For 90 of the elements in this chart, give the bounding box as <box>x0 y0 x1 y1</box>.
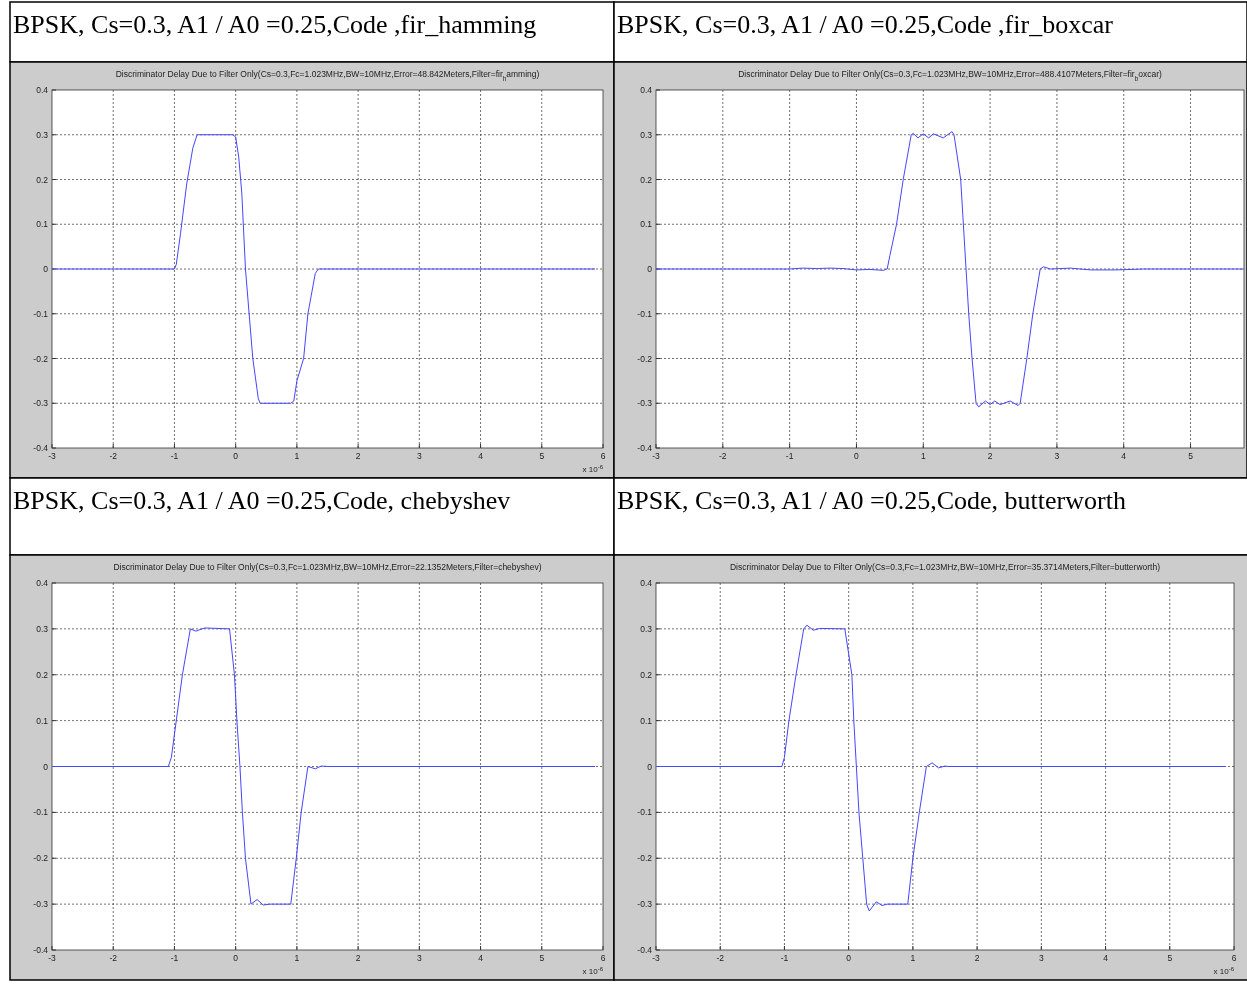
x-tick-label: 1 <box>910 953 916 963</box>
y-tick-label: 0 <box>647 264 653 274</box>
y-tick-label: 0.2 <box>640 669 653 680</box>
y-tick-label: -0.3 <box>637 398 653 409</box>
y-tick-label: 0.1 <box>36 219 49 230</box>
line-series <box>51 134 596 404</box>
y-tick-label: -0.1 <box>33 308 49 319</box>
y-tick-label: 0.2 <box>36 174 49 185</box>
y-tick-label: 0.4 <box>640 578 653 588</box>
x-tick-label: -2 <box>716 953 725 963</box>
x-tick-label: -3 <box>48 451 57 461</box>
y-tick-label: -0.2 <box>33 853 49 864</box>
x-tick-label: 6 <box>1231 953 1237 963</box>
y-tick-label: 0.1 <box>36 715 49 726</box>
x-tick-label: 2 <box>974 953 980 963</box>
x-tick-label: -3 <box>652 451 661 461</box>
y-tick-label: -0.4 <box>637 945 653 955</box>
x-tick-label: 6 <box>600 953 606 963</box>
x-tick-label: 5 <box>1188 451 1194 461</box>
x-tick-label: 6 <box>600 451 606 461</box>
x-tick-label: 3 <box>416 451 422 461</box>
y-tick-label: -0.2 <box>637 353 653 364</box>
y-tick-label: 0 <box>43 761 49 772</box>
y-tick-label: 0.4 <box>640 85 653 95</box>
y-tick-label: -0.4 <box>33 443 49 453</box>
x-tick-label: 4 <box>478 451 484 461</box>
x-tick-label: 3 <box>1038 953 1044 963</box>
x-tick-label: 0 <box>233 451 239 461</box>
text: x 10$^{-6}$ <box>582 464 604 474</box>
x-tick-label: 2 <box>987 451 993 461</box>
y-tick-label: -0.2 <box>33 353 49 364</box>
y-tick-label: 0.2 <box>36 669 49 680</box>
y-tick-label: 0 <box>43 264 49 274</box>
x-tick-label: 5 <box>539 451 545 461</box>
line-series <box>51 627 596 906</box>
y-tick-label: 0.4 <box>36 578 49 588</box>
y-tick-label: -0.4 <box>637 443 653 453</box>
y-tick-label: 0.4 <box>36 85 49 95</box>
chart-subtitle: Discriminator Delay Due to Filter Only(Cs=0.3,Fc=1.023MHz,BW=10MHz,Error=488.4107Meters,Filter=fir$_{b}$oxcar) <box>738 69 1163 82</box>
x-tick-label: 1 <box>294 953 300 963</box>
x-tick-label: 0 <box>846 953 852 963</box>
chart-subtitle: Discriminator Delay Due to Filter Only(Cs=0.3,Fc=1.023MHz,BW=10MHz,Error=35.3714Meters,Filter=butterworth) <box>729 562 1161 572</box>
x-tick-label: 3 <box>1054 451 1060 461</box>
x-tick-label: 4 <box>1103 953 1109 963</box>
line-series <box>655 624 1227 912</box>
x-tick-label: 0 <box>233 953 239 963</box>
x-tick-label: -2 <box>109 451 118 461</box>
y-tick-label: -0.2 <box>637 853 653 864</box>
chart-title: BPSK, Cs=0.3, A1 / A0 =0.25,Code, butterworth <box>617 486 1126 515</box>
chart-title: BPSK, Cs=0.3, A1 / A0 =0.25,Code ,fir_hamming <box>13 10 537 39</box>
y-tick-label: -0.1 <box>637 807 653 818</box>
y-tick-label: 0.1 <box>640 219 653 230</box>
x-tick-label: -3 <box>652 953 661 963</box>
y-tick-label: -0.4 <box>33 945 49 955</box>
x-tick-label: 2 <box>355 953 361 963</box>
x-tick-label: 3 <box>416 953 422 963</box>
x-tick-label: -3 <box>48 953 57 963</box>
y-tick-label: 0 <box>647 761 653 772</box>
line-series <box>655 131 1245 408</box>
y-tick-label: -0.3 <box>33 398 49 409</box>
y-tick-label: 0.3 <box>640 623 653 634</box>
text: x 10$^{-6}$ <box>1213 966 1235 976</box>
chart-subtitle: Discriminator Delay Due to Filter Only(Cs=0.3,Fc=1.023MHz,BW=10MHz,Error=48.842Meters,Filter=fir$_{h}$amming) <box>115 69 540 82</box>
x-tick-label: -1 <box>780 953 789 963</box>
y-tick-label: 0.3 <box>36 129 49 140</box>
chart-title: BPSK, Cs=0.3, A1 / A0 =0.25,Code ,fir_boxcar <box>617 10 1114 39</box>
chart-title: BPSK, Cs=0.3, A1 / A0 =0.25,Code, chebyshev <box>13 486 511 515</box>
x-tick-label: 4 <box>478 953 484 963</box>
chart-subtitle: Discriminator Delay Due to Filter Only(Cs=0.3,Fc=1.023MHz,BW=10MHz,Error=22.1352Meters,Filter=chebyshev) <box>113 562 542 572</box>
y-tick-label: 0.2 <box>640 174 653 185</box>
y-tick-label: -0.3 <box>33 899 49 910</box>
x-tick-label: 2 <box>355 451 361 461</box>
x-tick-label: 1 <box>920 451 926 461</box>
x-tick-label: 0 <box>854 451 860 461</box>
x-tick-label: -2 <box>719 451 727 461</box>
y-tick-label: 0.3 <box>36 623 49 634</box>
y-tick-label: -0.3 <box>637 899 653 910</box>
y-tick-label: 0.1 <box>640 715 653 726</box>
x-tick-label: -1 <box>170 451 179 461</box>
x-tick-label: 5 <box>539 953 545 963</box>
y-tick-label: -0.1 <box>637 308 653 319</box>
y-tick-label: 0.3 <box>640 129 653 140</box>
y-tick-label: -0.1 <box>33 807 49 818</box>
x-tick-label: 5 <box>1167 953 1173 963</box>
x-tick-label: -2 <box>109 953 118 963</box>
text: x 10$^{-6}$ <box>582 966 604 976</box>
x-tick-label: 1 <box>294 451 300 461</box>
x-tick-label: -1 <box>785 451 794 461</box>
x-tick-label: -1 <box>170 953 179 963</box>
x-tick-label: 4 <box>1121 451 1127 461</box>
